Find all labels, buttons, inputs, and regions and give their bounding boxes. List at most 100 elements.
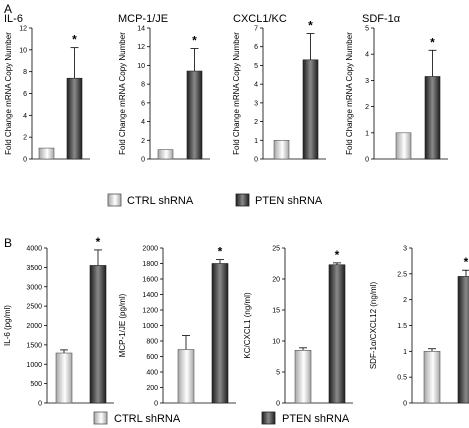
chart-1-tick-label-3: 6 (23, 91, 27, 98)
chart-5-tick-label-1: 500 (30, 381, 42, 388)
chart-1-title: IL-6 (4, 13, 23, 25)
legend-a: CTRL shRNA PTEN shRNA (107, 193, 323, 207)
chart-3-bar-ctrl (273, 139, 290, 160)
chart-8-bar-ctrl (423, 351, 441, 404)
legend-b-pten-swatch (261, 411, 276, 425)
chart-4-bar-ctrl (395, 132, 412, 160)
legend-a-pten-label: PTEN shRNA (255, 195, 323, 207)
chart-3-tick-label-6: 6 (254, 44, 258, 51)
chart-5-bar-pten (89, 265, 107, 404)
chart-4-tick-label-1: 1 (365, 130, 369, 137)
legend-b-ctrl-swatch (93, 411, 108, 425)
chart-5: 0 500 1000 1500 2000 2500 3000 3500 4000 IL-6 (pg… (3, 235, 114, 408)
chart-8-significance-star: * (464, 255, 469, 269)
chart-8-ylabel: SDF-1α/CXCL12 (ng/ml) (369, 282, 378, 370)
chart-2-tick-label-7: 14 (137, 26, 145, 33)
chart-5-bar-ctrl (55, 352, 73, 404)
chart-8: 0 0.5 1 1.5 2 2.5 3 SDF-1α/CXCL12 (ng/ml) * (369, 246, 469, 408)
chart-2-tick-label-2: 4 (141, 119, 145, 126)
chart-6-tick-label-1: 200 (146, 385, 158, 392)
chart-5-tick-label-4: 2000 (26, 323, 42, 330)
chart-4-tick-label-4: 4 (365, 52, 369, 59)
chart-1: IL-6 0 2 4 6 8 10 12 Fold Change mRNA Copy Numbe… (4, 13, 90, 164)
chart-2-ylabel: Fold Change mRNA Copy Number (118, 32, 127, 155)
chart-6-tick-label-0: 0 (154, 401, 158, 408)
chart-6-bar-pten (211, 263, 229, 404)
chart-3-ylabel: Fold Change mRNA Copy Number (232, 32, 241, 155)
chart-3-title: CXCL1/KC (233, 13, 287, 25)
chart-2-title: MCP-1/JE (118, 13, 168, 25)
chart-2-tick-label-1: 2 (141, 138, 145, 145)
chart-6-tick-label-4: 800 (146, 339, 158, 346)
chart-1-tick-label-2: 4 (23, 113, 27, 120)
legend-a-pten-swatch (235, 193, 250, 207)
chart-3-tick-label-0: 0 (254, 157, 258, 164)
chart-5-tick-label-5: 2500 (26, 304, 42, 311)
chart-4-tick-label-5: 5 (365, 26, 369, 33)
chart-8-tick-label-0: 0 (403, 401, 407, 408)
chart-6-tick-label-5: 1000 (142, 323, 158, 330)
chart-6-ylabel: MCP-1/JE (pg/ml) (118, 293, 127, 357)
chart-7-significance-star: * (335, 248, 340, 262)
chart-1-significance-star: * (72, 33, 77, 47)
chart-3-tick-label-3: 3 (254, 100, 258, 107)
chart-7-bar-pten (328, 264, 346, 404)
chart-4-title: SDF-1α (362, 13, 401, 25)
chart-6-significance-star: * (218, 245, 223, 259)
chart-7-tick-label-3: 15 (272, 308, 280, 315)
panel-letter-b: B (4, 236, 12, 250)
chart-7-tick-label-0: 0 (276, 401, 280, 408)
chart-7-tick-label-1: 5 (276, 370, 280, 377)
chart-7-bar-ctrl (294, 349, 312, 404)
legend-b: CTRL shRNA PTEN shRNA (93, 411, 350, 425)
chart-4-tick-label-2: 2 (365, 104, 369, 111)
chart-3-tick-label-2: 2 (254, 119, 258, 126)
chart-3-significance-star: * (308, 19, 313, 33)
legend-b-ctrl-label: CTRL shRNA (114, 413, 181, 425)
chart-6-tick-label-8: 1600 (142, 277, 158, 284)
chart-7-ylabel: KC/CXCL1 (ng/ml) (243, 292, 252, 359)
chart-5-tick-label-7: 3500 (26, 265, 42, 272)
chart-2-tick-label-4: 8 (141, 82, 145, 89)
chart-4-significance-star: * (430, 35, 435, 49)
chart-5-ylabel: IL-6 (pg/ml) (3, 305, 12, 346)
chart-5-tick-label-0: 0 (38, 401, 42, 408)
chart-5-tick-label-3: 1500 (26, 342, 42, 349)
chart-2: MCP-1/JE 0 2 4 6 8 10 12 14 Fold Change mRNA Copy… (118, 13, 210, 164)
chart-8-tick-label-5: 2.5 (397, 271, 407, 278)
chart-6-tick-label-7: 1400 (142, 292, 158, 299)
chart-1-bar-pten (66, 77, 83, 160)
chart-1-ylabel: Fold Change mRNA Copy Number (4, 32, 13, 155)
chart-2-bar-ctrl (157, 149, 174, 160)
chart-3-tick-label-4: 4 (254, 82, 258, 89)
chart-7: 0 5 10 15 20 25 KC/CXCL1 (ng/ml) * (243, 246, 353, 408)
chart-3-tick-label-5: 5 (254, 63, 258, 70)
chart-5-tick-label-8: 4000 (26, 246, 42, 253)
chart-8-tick-label-1: 0.5 (397, 375, 407, 382)
chart-3-tick-label-7: 7 (254, 26, 258, 33)
chart-7-tick-label-2: 10 (272, 339, 280, 346)
chart-1-tick-label-6: 12 (19, 26, 27, 33)
chart-2-tick-label-6: 12 (137, 44, 145, 51)
chart-6-tick-label-6: 1200 (142, 308, 158, 315)
chart-8-bar-pten (457, 276, 469, 404)
chart-3-bar-pten (302, 59, 319, 160)
chart-6-bar-ctrl (177, 349, 195, 404)
chart-1-tick-label-4: 8 (23, 69, 27, 76)
chart-1-tick-label-5: 10 (19, 47, 27, 54)
chart-8-tick-label-4: 2 (403, 297, 407, 304)
chart-5-tick-label-2: 1000 (26, 362, 42, 369)
chart-6-tick-label-3: 600 (146, 354, 158, 361)
chart-2-significance-star: * (192, 34, 197, 48)
chart-7-tick-label-4: 20 (272, 277, 280, 284)
chart-2-tick-label-0: 0 (141, 157, 145, 164)
chart-1-tick-label-0: 0 (23, 157, 27, 164)
chart-7-tick-label-5: 25 (272, 246, 280, 253)
chart-4: SDF-1α 0 1 2 3 4 5 Fold Change mRNA Copy Number… (345, 13, 448, 164)
chart-4-tick-label-3: 3 (365, 78, 369, 85)
chart-8-tick-label-6: 3 (403, 246, 407, 253)
legend-a-ctrl-label: CTRL shRNA (127, 195, 194, 207)
chart-6-tick-label-9: 1800 (142, 261, 158, 268)
